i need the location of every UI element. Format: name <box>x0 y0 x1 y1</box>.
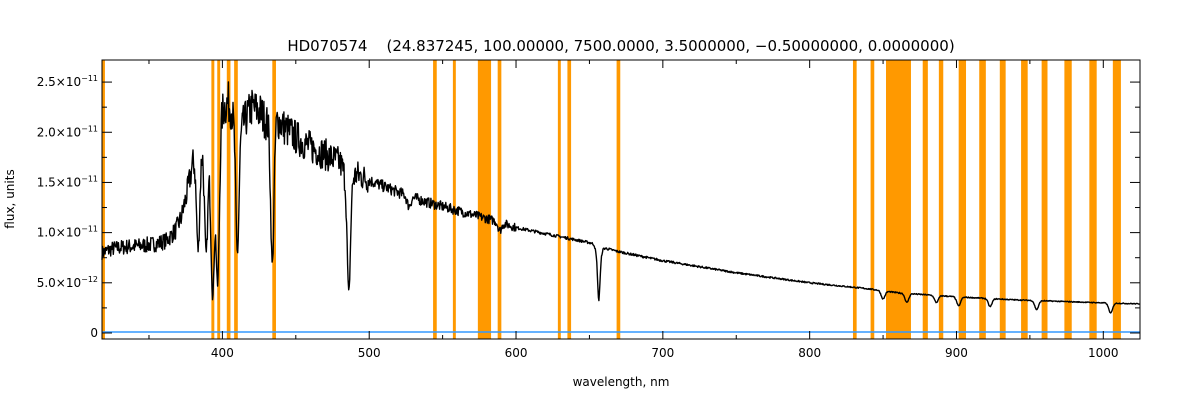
x-tick-label: 400 <box>211 346 234 360</box>
masked-region <box>433 60 437 339</box>
masked-region <box>886 60 911 339</box>
x-axis: 400 500 600 700 800 900 1000 <box>148 60 1119 360</box>
masked-region <box>557 60 561 339</box>
x-axis-label: wavelength, nm <box>573 375 670 389</box>
y-tick-label: 1.0×10−11 <box>37 225 98 240</box>
masked-region <box>567 60 572 339</box>
masked-region <box>1041 60 1048 339</box>
plot-frame <box>101 59 1141 340</box>
masked-region <box>1021 60 1028 339</box>
y-tick-label: 1.5×10−11 <box>37 174 98 189</box>
masked-region <box>1089 60 1097 339</box>
masked-region <box>477 60 492 339</box>
masked-region <box>211 60 215 339</box>
x-tick-label: 600 <box>505 346 528 360</box>
y-axis-label: flux, units <box>3 169 17 228</box>
masked-region <box>1112 60 1121 339</box>
masked-regions <box>102 60 1121 339</box>
masked-region <box>870 60 875 339</box>
y-tick-label: 0 <box>90 326 98 340</box>
x-tick-label: 900 <box>945 346 968 360</box>
masked-region <box>999 60 1006 339</box>
y-tick-label: 2.0×10−11 <box>37 124 98 139</box>
y-tick-label: 2.5×10−11 <box>37 74 98 89</box>
series-line <box>101 81 1140 314</box>
x-tick-label: 700 <box>651 346 674 360</box>
y-axis: 0 5.0×10−12 1.0×10−11 1.5×10−11 2.0×10−11 2.5… <box>37 74 1140 340</box>
series-layer <box>101 81 1140 333</box>
masked-region <box>1064 60 1072 339</box>
masked-region <box>217 60 221 339</box>
x-tick-label: 1000 <box>1088 346 1119 360</box>
y-tick-label: 5.0×10−12 <box>37 275 98 290</box>
x-tick-label: 800 <box>798 346 821 360</box>
masked-region <box>938 60 944 339</box>
masked-region <box>922 60 928 339</box>
masked-region <box>852 60 857 339</box>
x-tick-label: 500 <box>358 346 381 360</box>
masked-region <box>616 60 621 339</box>
masked-region <box>958 60 967 339</box>
masked-region <box>979 60 986 339</box>
chart-title: HD070574 (24.837245, 100.00000, 7500.000… <box>287 37 954 55</box>
masked-region <box>452 60 456 339</box>
masked-region <box>497 60 502 339</box>
masked-region <box>102 60 105 339</box>
masked-region <box>226 60 231 339</box>
